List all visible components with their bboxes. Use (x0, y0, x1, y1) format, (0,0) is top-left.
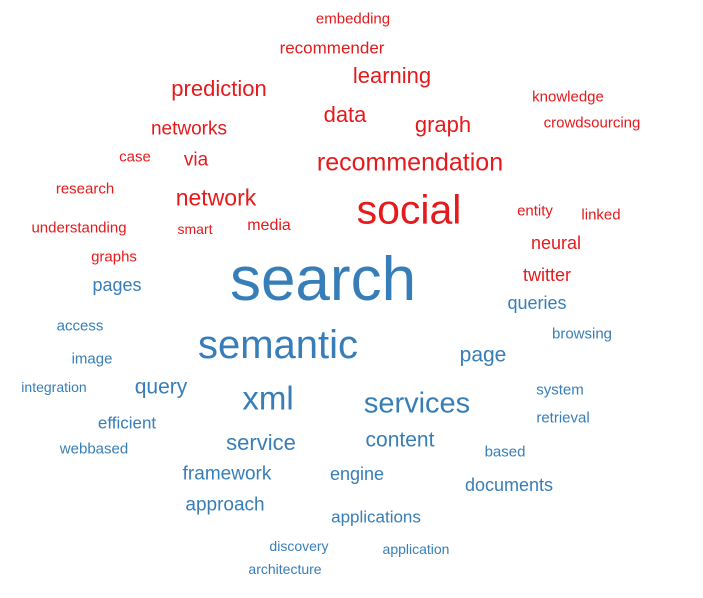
word-media: media (247, 217, 291, 234)
word-smart: smart (177, 221, 213, 237)
word-image: image (71, 350, 113, 368)
word-webbased: webbased (59, 440, 129, 458)
word-services: services (363, 387, 471, 420)
word-case: case (119, 148, 151, 166)
word-social: social (356, 186, 462, 233)
word-discovery: discovery (269, 538, 329, 554)
word-recommendation: recommendation (316, 148, 504, 177)
word-retrieval: retrieval (536, 409, 590, 427)
word-recommender: recommender (279, 38, 385, 58)
word-based: based (484, 443, 526, 461)
word-integration: integration (21, 379, 87, 395)
word-applications: applications (331, 507, 421, 527)
word-learning: learning (352, 63, 432, 88)
word-neural: neural (530, 233, 582, 253)
word-approach: approach (185, 494, 265, 516)
word-entity: entity (517, 202, 553, 220)
word-access: access (56, 317, 104, 335)
word-content: content (365, 428, 435, 452)
word-framework: framework (182, 463, 272, 485)
word-architecture: architecture (248, 561, 322, 577)
word-xml: xml (242, 379, 294, 417)
word-queries: queries (507, 293, 567, 313)
word-networks: networks (150, 118, 228, 140)
word-service: service (226, 430, 296, 455)
word-search: search (229, 245, 417, 314)
word-embedding: embedding (315, 10, 391, 28)
word-page: page (459, 343, 507, 367)
word-graph: graph (414, 112, 472, 137)
word-semantic: semantic (197, 323, 359, 367)
word-network: network (175, 184, 257, 211)
word-data: data (323, 102, 367, 127)
word-system: system (536, 381, 584, 399)
word-crowdsourcing: crowdsourcing (543, 114, 641, 132)
word-linked: linked (581, 206, 621, 224)
word-research: research (55, 180, 115, 198)
word-engine: engine (329, 464, 385, 484)
word-via: via (183, 149, 209, 171)
word-knowledge: knowledge (532, 88, 604, 106)
word-application: application (382, 541, 450, 557)
word-prediction: prediction (171, 76, 267, 101)
word-twitter: twitter (522, 265, 572, 285)
word-efficient: efficient (97, 413, 157, 433)
word-documents: documents (464, 475, 554, 495)
word-browsing: browsing (551, 325, 613, 343)
word-graphs: graphs (91, 248, 137, 266)
word-query: query (134, 375, 188, 399)
word-understanding: understanding (31, 219, 127, 237)
word-pages: pages (92, 275, 142, 295)
